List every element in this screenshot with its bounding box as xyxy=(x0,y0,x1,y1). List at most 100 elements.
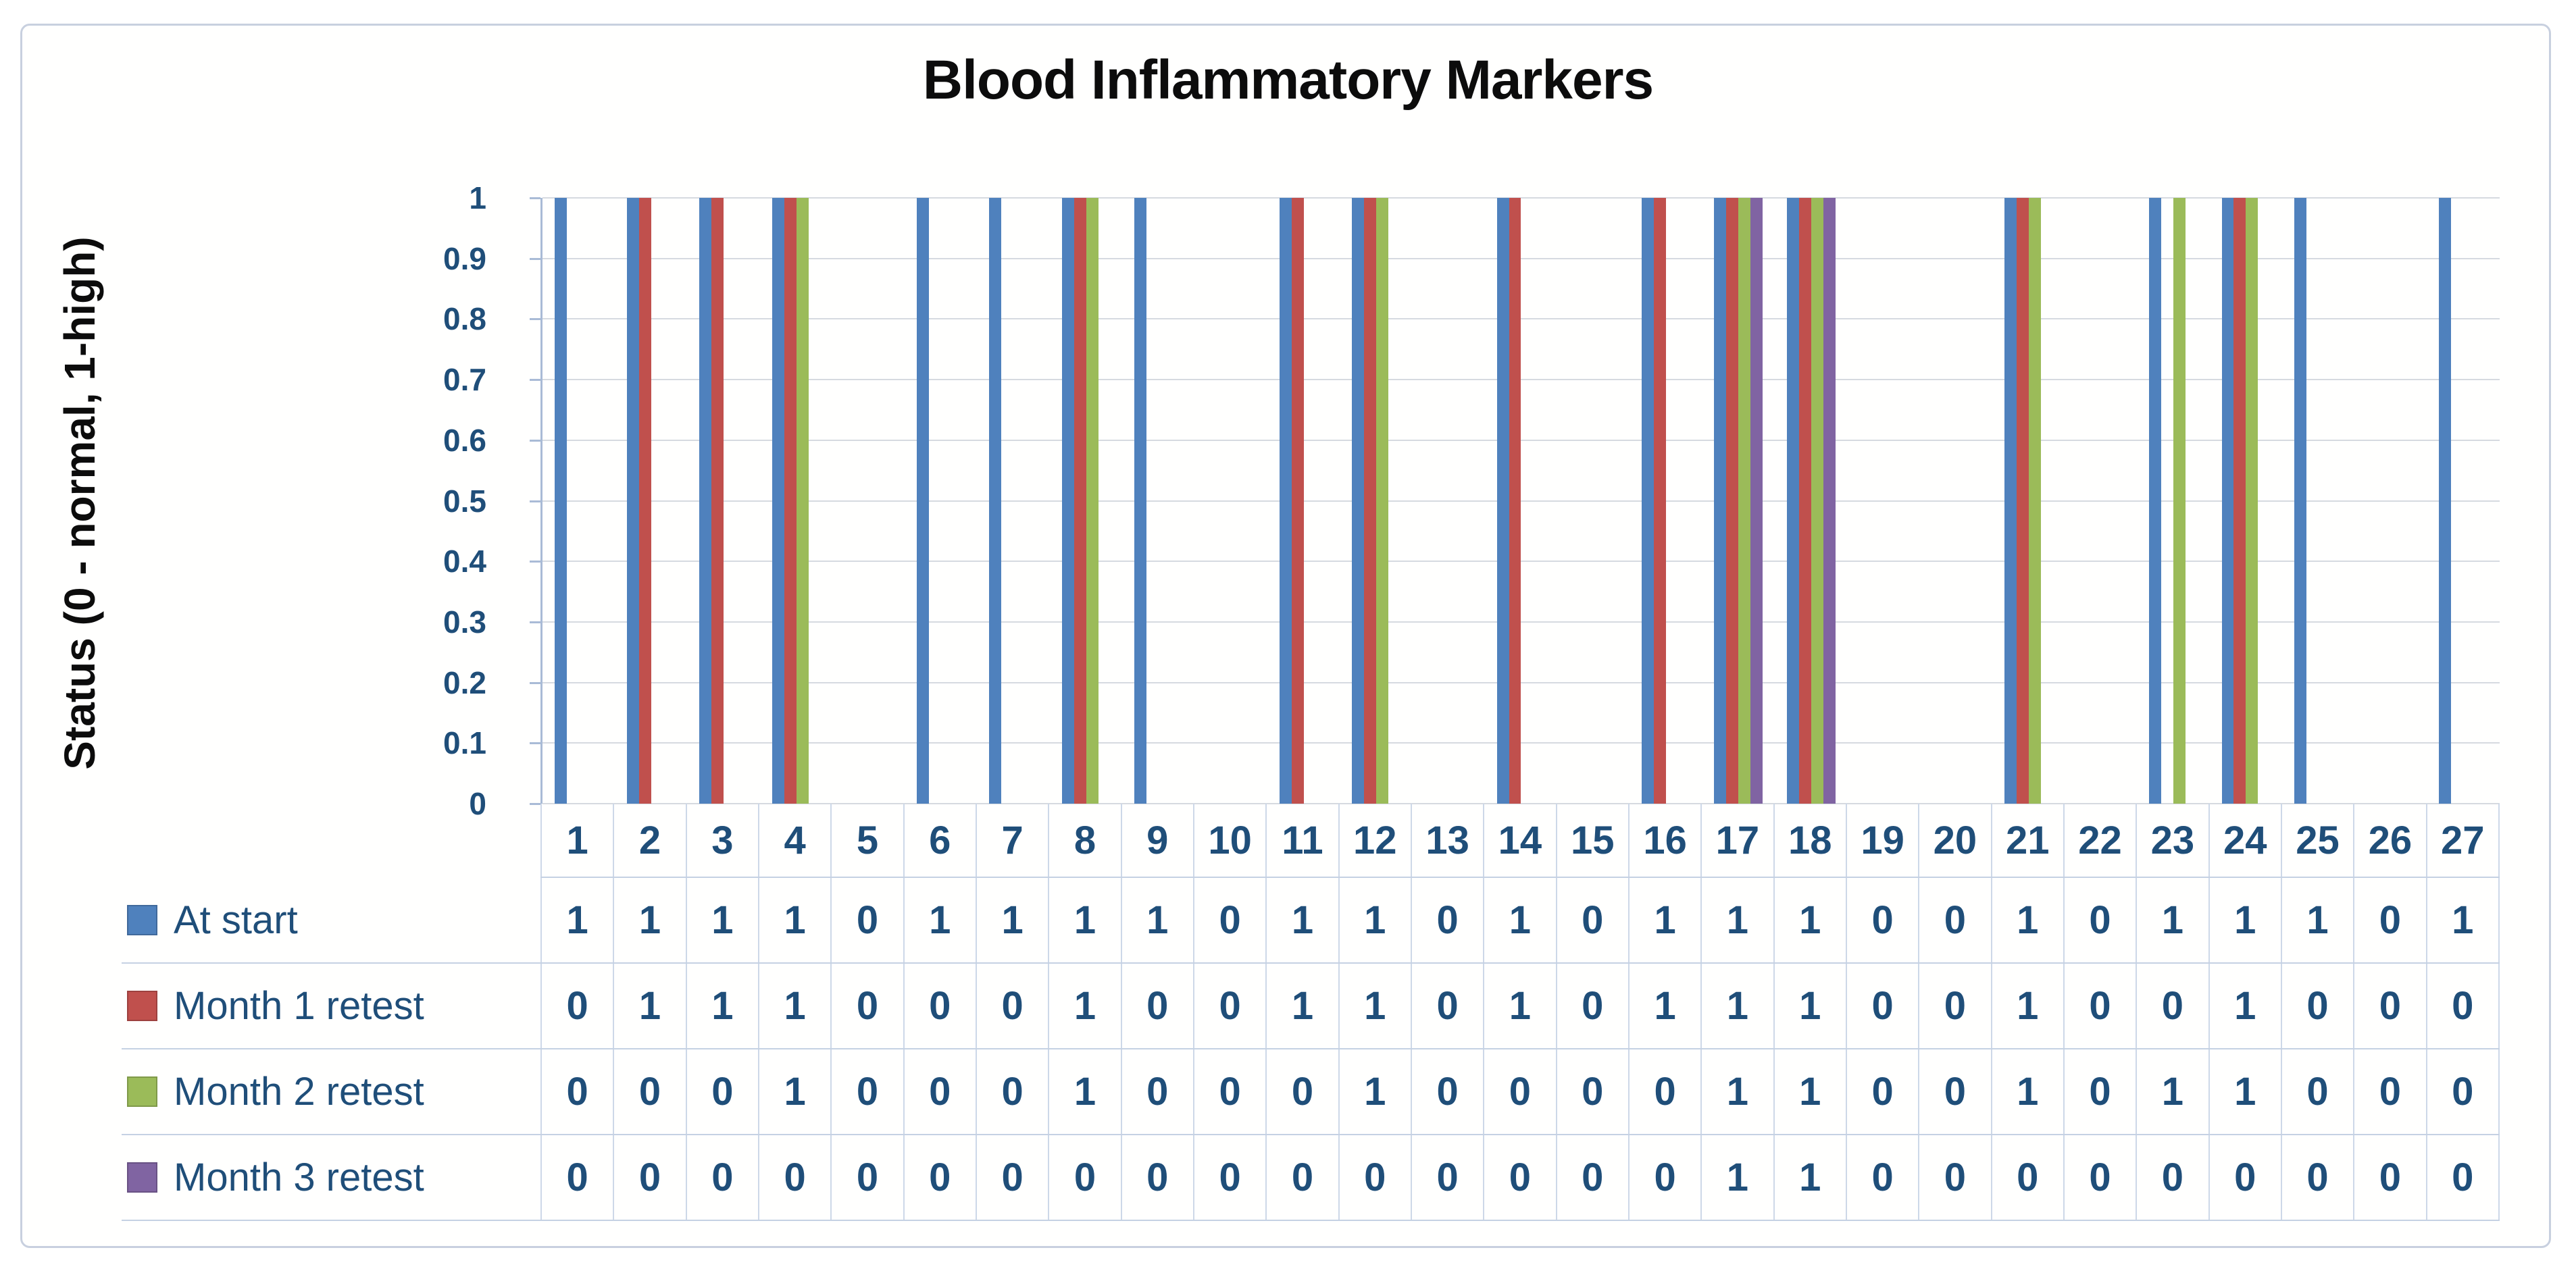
legend-swatch xyxy=(127,991,157,1021)
y-tick-label: 0.6 xyxy=(443,422,486,458)
bar xyxy=(711,198,724,804)
table-value-cell: 0 xyxy=(1048,1135,1120,1220)
y-axis-tick-mark xyxy=(530,439,540,442)
table-value-cell: 0 xyxy=(540,1049,613,1134)
table-value-cell: 0 xyxy=(1192,878,1265,962)
bar xyxy=(1750,198,1763,804)
legend-cell: Month 2 retest xyxy=(122,1049,540,1134)
table-value-cell: 0 xyxy=(2136,964,2208,1048)
table-value-cell: 1 xyxy=(1338,1049,1411,1134)
category-column xyxy=(2210,198,2282,804)
table-value-cell: 0 xyxy=(2280,1135,2353,1220)
table-value-cell: 0 xyxy=(830,878,903,962)
legend-label: Month 2 retest xyxy=(174,1070,424,1114)
bar xyxy=(2149,198,2162,804)
table-value-cell: 0 xyxy=(1192,964,1265,1048)
category-column xyxy=(1485,198,1557,804)
horizontal-gridline xyxy=(542,803,2500,804)
bar xyxy=(1074,198,1086,804)
table-row: Month 3 retest 0 0 0 0 0 0 0 0 0 0 0 0 0 0 0 0 1 1 0 0 0 0 0 0 0 0… xyxy=(122,1135,2500,1221)
table-value-cell: 0 xyxy=(540,1135,613,1220)
category-column xyxy=(1630,198,1702,804)
y-axis-tick-mark xyxy=(530,500,540,502)
category-column xyxy=(1413,198,1485,804)
category-column xyxy=(1992,198,2065,804)
table-value-cell: 0 xyxy=(2063,878,2136,962)
bar xyxy=(1509,198,1521,804)
y-tick-label: 1 xyxy=(469,180,486,215)
bar xyxy=(1654,198,1667,804)
table-value-cell: 0 xyxy=(757,1135,830,1220)
table-value-cell: 0 xyxy=(613,1135,685,1220)
table-value-cell: 1 xyxy=(1120,878,1193,962)
table-value-cell: 0 xyxy=(903,1049,976,1134)
horizontal-gridline xyxy=(542,379,2500,381)
bar xyxy=(1714,198,1727,804)
category-column xyxy=(1557,198,1630,804)
category-column xyxy=(1195,198,1267,804)
table-value-cell: 0 xyxy=(1265,1049,1338,1134)
y-axis-tick-mark xyxy=(530,379,540,382)
table-value-cell: 0 xyxy=(1120,1135,1193,1220)
bar xyxy=(638,198,651,804)
x-tick-label: 25 xyxy=(2280,804,2353,877)
y-tick-label: 0.3 xyxy=(443,604,486,640)
bar xyxy=(796,198,809,804)
x-tick-label: 6 xyxy=(903,804,976,877)
legend-swatch xyxy=(127,905,157,935)
table-value-cell: 1 xyxy=(1048,878,1120,962)
bar xyxy=(1363,198,1376,804)
x-tick-label: 24 xyxy=(2208,804,2281,877)
x-tick-label: 1 xyxy=(540,804,613,877)
bar xyxy=(1061,198,1074,804)
table-value-cell: 0 xyxy=(1265,1135,1338,1220)
x-tick-label: 11 xyxy=(1265,804,1338,877)
category-column xyxy=(1775,198,1847,804)
table-value-cell: 0 xyxy=(1483,1135,1555,1220)
table-value-cell: 0 xyxy=(613,1049,685,1134)
bar xyxy=(699,198,712,804)
bar-series-area xyxy=(542,198,2500,804)
bar xyxy=(2028,198,2041,804)
x-tick-label: 19 xyxy=(1845,804,1918,877)
legend-cell: Month 3 retest xyxy=(122,1135,540,1220)
table-value-cell: 1 xyxy=(1773,964,1846,1048)
x-tick-label: 13 xyxy=(1410,804,1483,877)
table-value-cell: 0 xyxy=(1410,964,1483,1048)
y-axis-tick-labels: 1 0.9 0.8 0.7 0.6 0.5 0.4 0.3 0.2 0.1 0 xyxy=(0,180,513,821)
bar xyxy=(1086,198,1098,804)
table-value-cell: 0 xyxy=(1918,964,1990,1048)
table-value-cell: 0 xyxy=(1192,1049,1265,1134)
horizontal-gridline xyxy=(542,257,2500,259)
category-column xyxy=(1122,198,1194,804)
table-value-cell: 1 xyxy=(757,878,830,962)
table-value-cell: 1 xyxy=(975,878,1048,962)
y-tick-label: 0.2 xyxy=(443,665,486,700)
table-value-cell: 0 xyxy=(1990,1135,2063,1220)
table-value-cell: 1 xyxy=(613,964,685,1048)
bar xyxy=(2233,198,2246,804)
x-axis-category-labels: 1 2 3 4 5 6 7 8 9 10 11 12 13 14 15 16 17 18 19 20 21 22 23 24 2… xyxy=(540,804,2500,878)
table-value-cell: 0 xyxy=(1410,1135,1483,1220)
category-column xyxy=(905,198,977,804)
table-value-cell: 0 xyxy=(1845,1049,1918,1134)
y-axis-tick-mark xyxy=(530,197,540,199)
table-value-cell: 0 xyxy=(1120,964,1193,1048)
x-tick-label: 4 xyxy=(757,804,830,877)
legend-label: Month 1 retest xyxy=(174,984,424,1028)
category-column xyxy=(1702,198,1775,804)
bar xyxy=(2004,198,2017,804)
category-column xyxy=(1050,198,1122,804)
horizontal-gridline xyxy=(542,500,2500,502)
table-value-cell: 0 xyxy=(1627,1135,1700,1220)
table-value-cell: 1 xyxy=(1990,878,2063,962)
legend-label: Month 3 retest xyxy=(174,1155,424,1199)
table-value-cell: 1 xyxy=(1700,1135,1773,1220)
table-value-cell: 0 xyxy=(1918,1049,1990,1134)
category-column xyxy=(2427,198,2500,804)
x-tick-label: 16 xyxy=(1627,804,1700,877)
category-column xyxy=(2354,198,2427,804)
table-value-cell: 0 xyxy=(1845,1135,1918,1220)
bar xyxy=(626,198,639,804)
